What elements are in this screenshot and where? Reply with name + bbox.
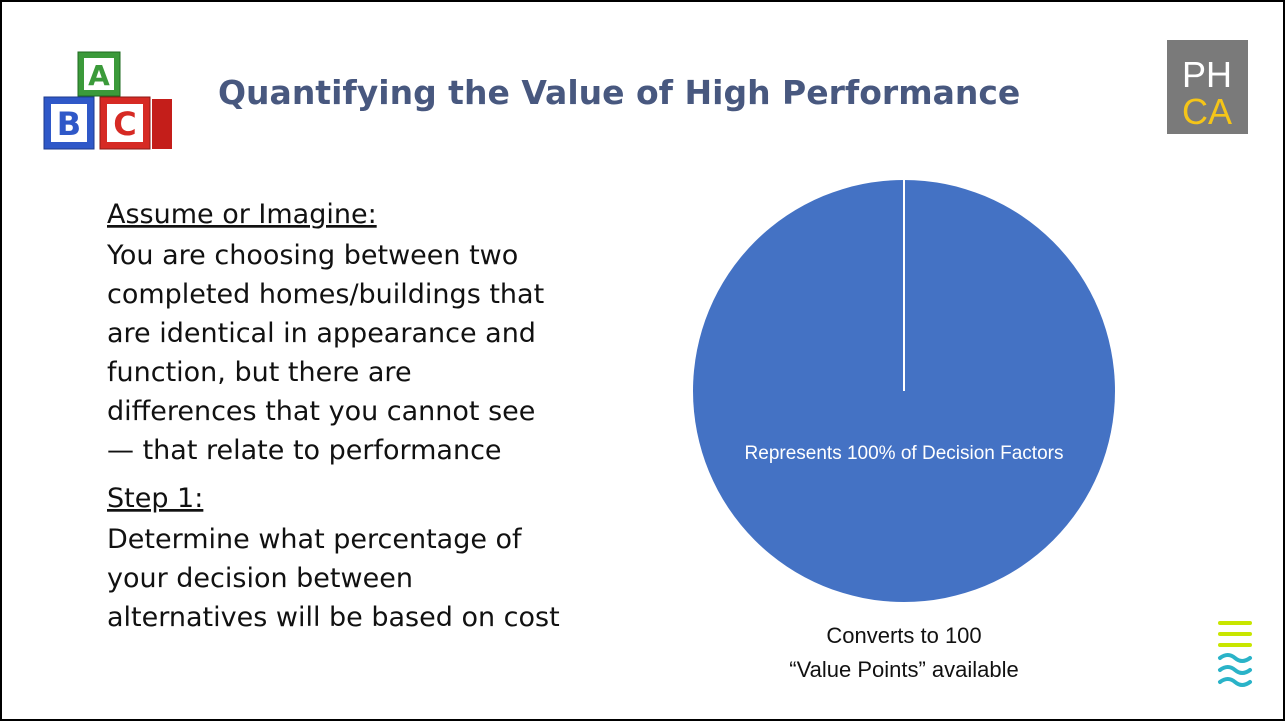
heading: Assume or Imagine: — [107, 199, 377, 230]
value-label: Represents 100% of Decision Factors — [745, 443, 1064, 464]
brand-text: CA — [1182, 91, 1232, 132]
body-line: your decision between — [107, 563, 413, 594]
heading: Step 1: — [107, 483, 203, 514]
body-line: — that relate to performance — [107, 435, 502, 466]
block-letter: C — [113, 105, 136, 143]
abc-logo: A B C — [43, 51, 172, 150]
brand-logo: PH CA — [1167, 40, 1248, 134]
brand-text: PH — [1182, 54, 1232, 95]
block-letter: A — [88, 59, 110, 92]
slide-title: Quantifying the Value of High Performanc… — [218, 73, 1020, 112]
body-line: are identical in appearance and — [107, 318, 536, 349]
block-letter: B — [57, 105, 81, 143]
body-line: alternatives will be based on cost — [107, 602, 560, 633]
chart-caption: Converts to 100 — [826, 623, 981, 648]
body-line: completed homes/buildings that — [107, 279, 544, 310]
body-line: function, but there are — [107, 357, 412, 388]
body-line: Determine what percentage of — [107, 524, 523, 555]
body-line: differences that you cannot see — [107, 396, 535, 427]
wave-icon — [1218, 621, 1252, 687]
body-line: You are choosing between two — [106, 240, 518, 271]
chart-caption: “Value Points” available — [789, 657, 1019, 682]
